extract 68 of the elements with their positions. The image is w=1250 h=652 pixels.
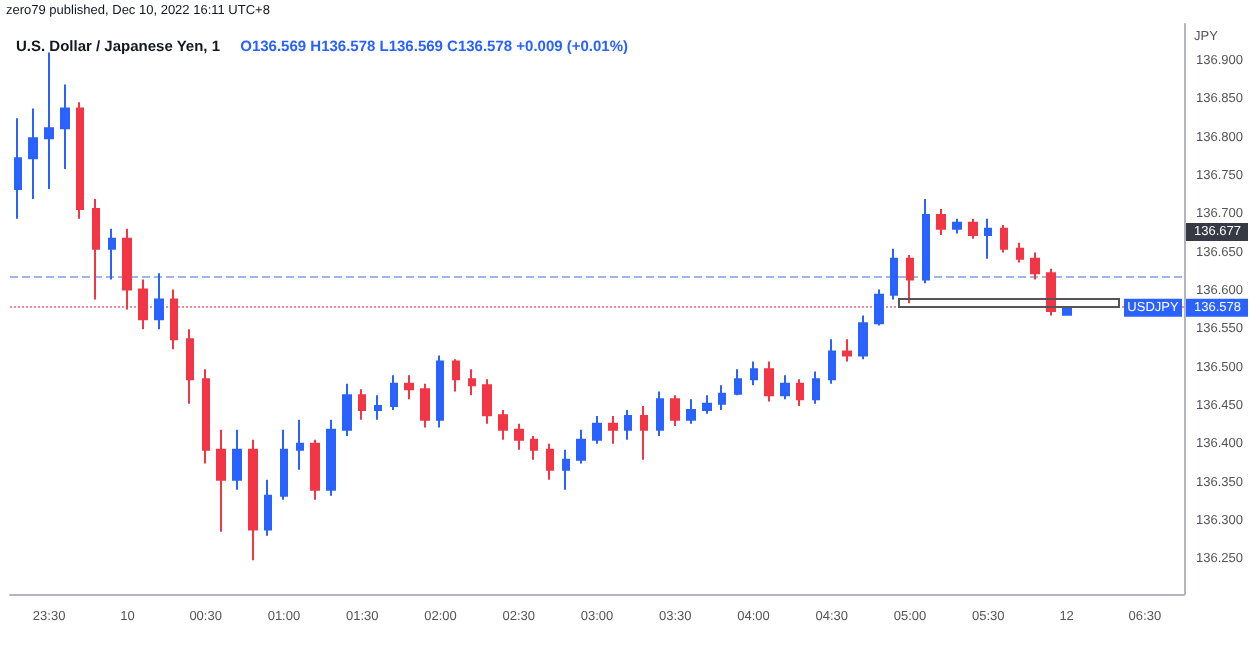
- candlestick: [906, 253, 914, 305]
- candlestick: [874, 288, 884, 327]
- candlestick: [1030, 251, 1040, 281]
- candlestick: [248, 438, 258, 562]
- candlestick: [936, 207, 946, 236]
- candlestick: [404, 374, 414, 401]
- candlestick: [530, 434, 538, 461]
- candlestick: [546, 442, 554, 481]
- candlestick: [326, 418, 336, 497]
- candlestick: [108, 227, 116, 281]
- candlestick: [718, 384, 726, 411]
- candlestick: [624, 408, 632, 441]
- candlestick: [296, 418, 304, 471]
- candlestick: [76, 101, 84, 220]
- candlestick: [264, 478, 272, 537]
- candlestick: [186, 328, 194, 405]
- candlestick: [562, 448, 570, 491]
- candlestick: [28, 107, 38, 200]
- candlestick: [592, 415, 602, 445]
- candlestick: [482, 378, 492, 425]
- candlestick: [420, 382, 430, 429]
- candlestick: [44, 51, 54, 190]
- candlestick: [514, 422, 524, 451]
- candlestick: [608, 415, 618, 445]
- candlestick: [216, 428, 226, 533]
- candlestick: [92, 197, 100, 301]
- candlestick: [702, 394, 712, 415]
- candlestick: [1062, 306, 1072, 316]
- candlestick: [890, 247, 898, 301]
- candlestick: [828, 338, 836, 385]
- candlestick: [734, 368, 742, 397]
- candlestick: [498, 408, 508, 441]
- candlestick: [14, 117, 22, 220]
- candlestick: [1016, 241, 1024, 264]
- candlestick: [468, 368, 476, 397]
- candlestick: [342, 382, 352, 437]
- candlestick: [170, 288, 178, 351]
- candlestick: [670, 394, 680, 427]
- candlestick: [358, 388, 366, 421]
- candlestick: [686, 398, 696, 425]
- candlestick: [390, 374, 398, 411]
- candlestick: [280, 428, 288, 501]
- candlestick: [922, 197, 930, 285]
- candlestick: [436, 354, 444, 429]
- candlestick: [452, 358, 460, 393]
- candlestick: [750, 360, 758, 387]
- candlestick: [1000, 224, 1008, 254]
- candlestick: [154, 272, 164, 331]
- candlestick: [640, 405, 648, 461]
- candlestick: [796, 378, 804, 408]
- candlestick: [310, 438, 320, 501]
- candlestick: [842, 338, 852, 363]
- candlestick: [1046, 267, 1056, 317]
- candlestick: [764, 360, 774, 403]
- candlestick: [984, 217, 992, 260]
- candlestick: [138, 278, 148, 331]
- candlestick: [122, 227, 132, 311]
- candlestick: [576, 428, 586, 465]
- candlestick: [968, 217, 978, 240]
- candlestick: [60, 83, 70, 170]
- candlestick: [202, 368, 210, 465]
- candlestick: [780, 374, 790, 401]
- candlestick: [858, 314, 868, 361]
- candlestick: [232, 428, 242, 491]
- candlestick: [812, 370, 820, 405]
- candlestick: [374, 394, 382, 421]
- candlestick: [656, 390, 664, 437]
- candlestick: [952, 217, 962, 235]
